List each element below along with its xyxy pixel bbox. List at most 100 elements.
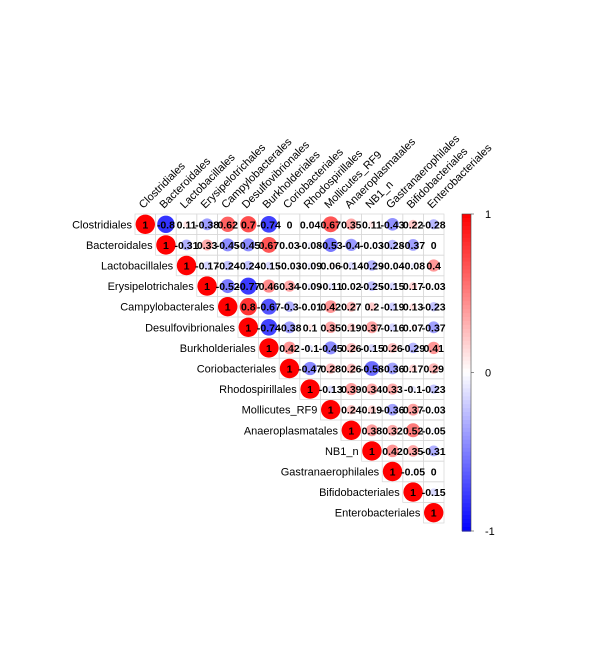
correlation-value: -0.23: [422, 302, 446, 314]
correlation-value: 1: [348, 425, 354, 437]
correlation-circle: [325, 363, 336, 374]
correlation-value: -0.31: [175, 240, 199, 252]
colorbar-segment: [462, 499, 471, 504]
correlation-circle: [222, 260, 233, 271]
correlation-value: -0.01: [298, 302, 322, 314]
colorbar-segment: [462, 439, 471, 445]
correlation-circle: [386, 444, 399, 458]
colorbar-segment: [462, 479, 471, 485]
colorbar-segment: [462, 376, 471, 382]
correlation-value: -0.37: [401, 240, 425, 252]
colorbar-segment: [462, 420, 471, 425]
correlation-circle: [341, 420, 361, 440]
correlation-circle: [259, 338, 279, 358]
row-label: Rhodospirillales: [219, 384, 297, 396]
correlation-value: -0.37: [422, 322, 446, 334]
correlation-circle: [386, 217, 399, 231]
correlation-value: -0.8: [157, 219, 175, 231]
correlation-circle: [366, 260, 378, 271]
correlation-value: 1: [142, 219, 148, 231]
colorbar-segment: [462, 352, 471, 358]
correlation-circle: [243, 260, 254, 271]
correlation-circle: [349, 284, 353, 288]
colorbar-segment: [462, 487, 471, 492]
correlation-value: 0.26: [341, 343, 362, 355]
correlation-circle: [197, 276, 217, 296]
colorbar-tick-label: -1: [485, 526, 495, 538]
correlation-circle: [239, 277, 257, 295]
correlation-value: -0.29: [360, 261, 384, 273]
correlation-circle: [157, 215, 175, 233]
colorbar-segment: [462, 404, 471, 409]
colorbar-segment: [462, 451, 471, 457]
correlation-value: -0.03: [422, 281, 446, 293]
correlation-circle: [307, 344, 314, 351]
row-label: Campylobacterales: [120, 302, 215, 314]
correlation-value: 0.35: [403, 446, 424, 458]
correlation-circle: [368, 344, 376, 352]
correlation-value: 0.26: [382, 343, 403, 355]
correlation-value: -0.13: [319, 384, 343, 396]
correlation-circle: [386, 362, 399, 375]
correlation-value: -0.04: [381, 261, 405, 273]
correlation-circle: [307, 242, 313, 248]
correlation-value: 0.22: [403, 219, 424, 231]
correlation-value: 0.42: [279, 343, 300, 355]
correlation-circle: [432, 284, 436, 288]
correlation-circle: [346, 404, 357, 415]
correlation-value: 0.67: [259, 240, 280, 252]
colorbar-segment: [462, 459, 471, 465]
correlation-circle: [327, 282, 334, 290]
correlation-circle: [409, 303, 417, 311]
correlation-circle: [284, 301, 295, 313]
colorbar-segment: [462, 233, 471, 239]
colorbar-segment: [462, 384, 471, 389]
correlation-value: -0.28: [381, 240, 405, 252]
correlation-circle: [307, 324, 314, 331]
correlation-value: 1: [410, 487, 416, 499]
correlation-circles: [135, 214, 444, 523]
correlation-value: -0.74: [257, 322, 281, 334]
correlation-circle: [346, 342, 357, 353]
correlation-circle: [410, 262, 416, 269]
correlation-value: -0.16: [381, 322, 405, 334]
colorbar-segment: [462, 447, 471, 453]
correlation-value: -0.38: [278, 322, 302, 334]
colorbar-segment: [462, 507, 471, 512]
correlation-value: 0.03: [279, 240, 300, 252]
correlation-circle: [427, 321, 440, 334]
correlation-circle: [428, 363, 439, 374]
colorbar-segment: [462, 301, 471, 306]
correlation-value: 0.39: [341, 384, 362, 396]
correlation-value: 0.27: [341, 302, 362, 314]
correlation-circle: [346, 301, 357, 312]
correlation-circle: [432, 408, 436, 412]
correlation-circle: [260, 318, 278, 336]
correlation-value: 0.62: [217, 219, 238, 231]
correlation-circle: [409, 282, 418, 291]
correlation-circle: [390, 263, 395, 268]
row-labels: Clostridiales Bacteroidales Lactobacillale…: [72, 219, 421, 519]
colorbar-segment: [462, 463, 471, 469]
colorbar-segment: [462, 431, 471, 437]
correlation-value: -0.52: [216, 281, 240, 293]
correlation-circle: [203, 261, 212, 270]
correlation-value: 0.35: [320, 322, 341, 334]
correlation-value: -0.77: [236, 281, 260, 293]
correlation-value: -0.45: [236, 240, 260, 252]
correlation-value: 0.02: [341, 281, 362, 293]
correlation-circle: [260, 298, 277, 315]
correlation-value: -0.08: [401, 261, 425, 273]
correlation-value: -0.09: [298, 281, 322, 293]
correlation-value: 1: [245, 322, 251, 334]
correlation-value: -0.03: [278, 261, 302, 273]
colorbar-segment: [462, 277, 471, 282]
correlation-circle: [407, 238, 420, 251]
correlation-value: -0.11: [319, 281, 343, 293]
correlation-value: -0.36: [381, 364, 405, 376]
column-labels: ClostridialesBacteroidalesLactobacillale…: [137, 133, 495, 211]
colorbar-segment: [462, 475, 471, 481]
colorbar-segment: [462, 483, 471, 489]
correlation-circle: [403, 482, 423, 502]
correlation-value: 0.04: [300, 219, 321, 231]
